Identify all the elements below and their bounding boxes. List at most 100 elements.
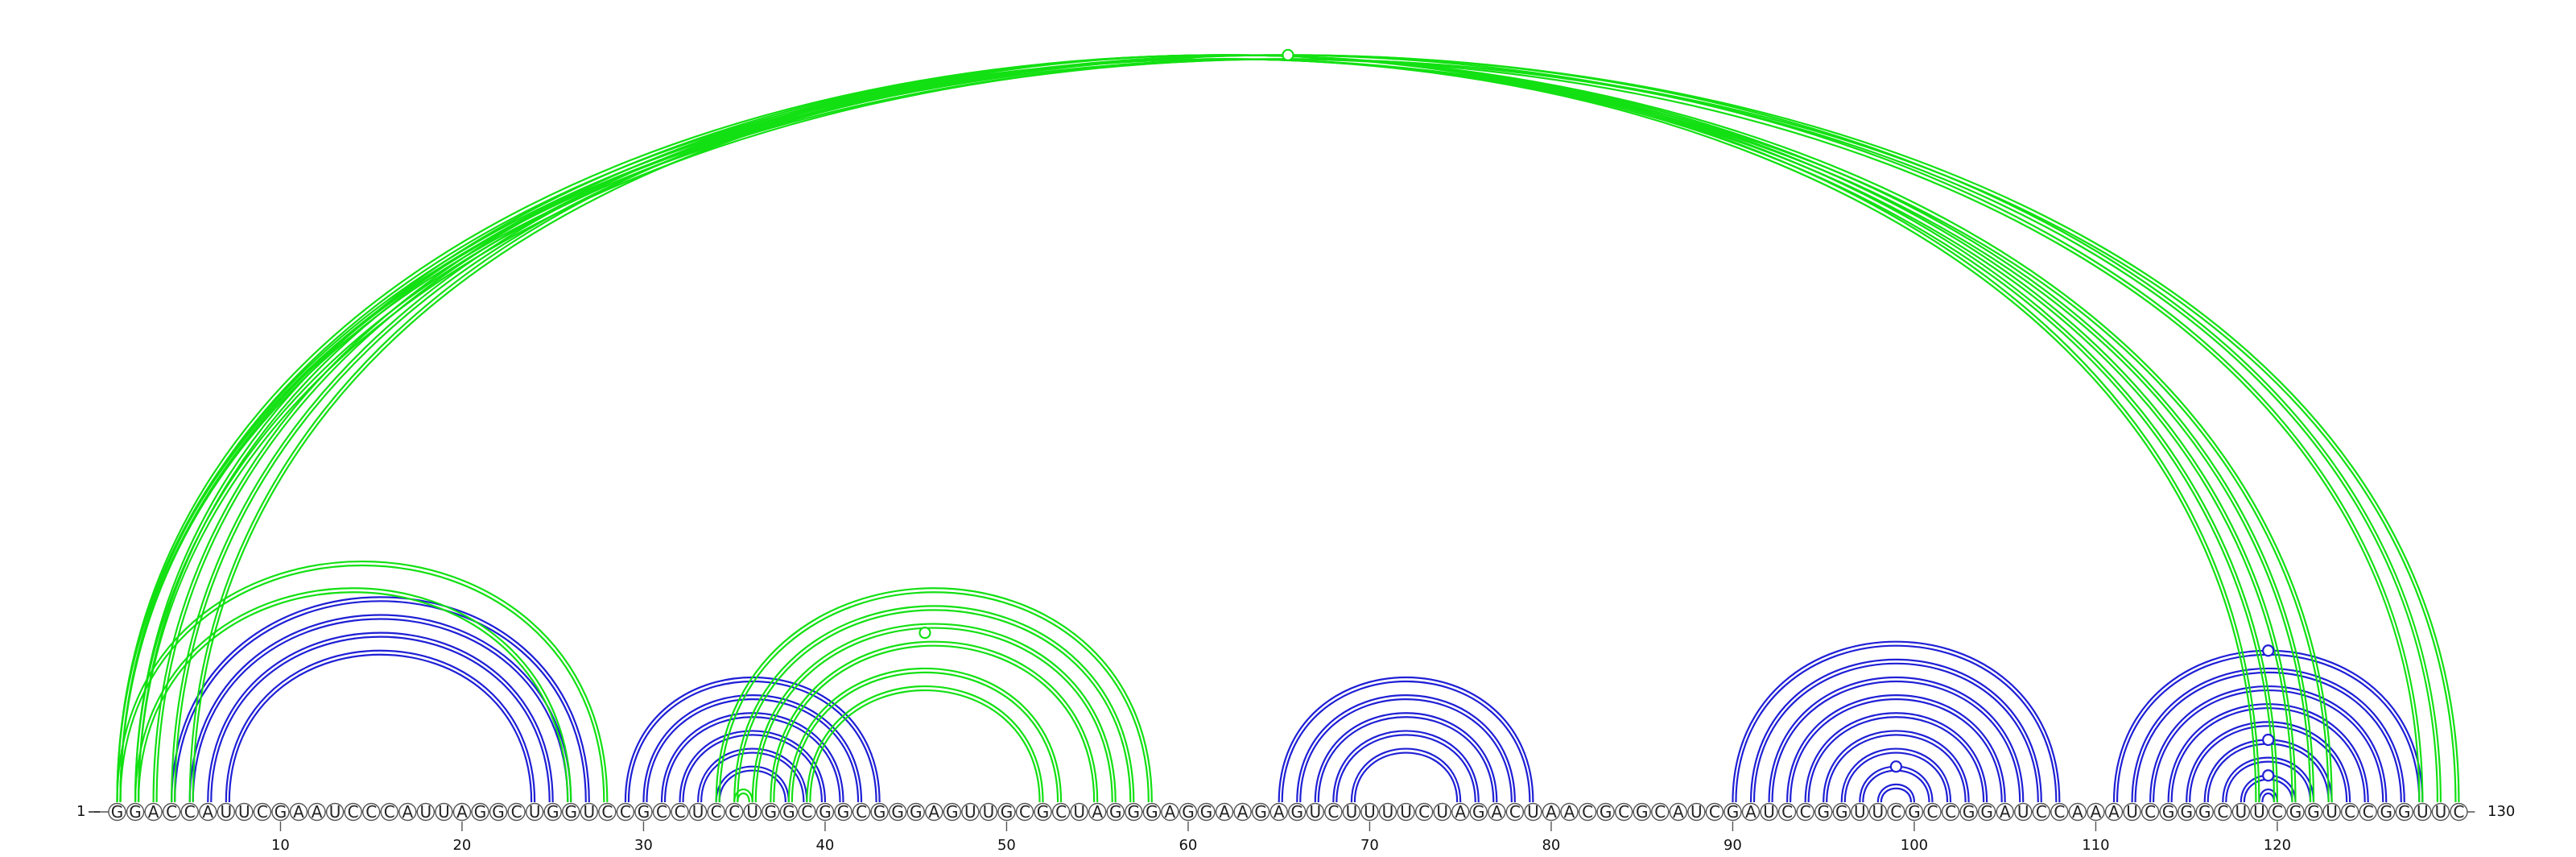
nucleotide-letter: U [583, 802, 595, 822]
base-pair-arc [138, 592, 568, 802]
nucleotide: G [2178, 802, 2195, 822]
nucleotide-letter: A [1673, 802, 1684, 822]
nucleotide: G [2396, 802, 2413, 822]
nucleotide: C [654, 802, 671, 822]
nucleotide-letter: U [2235, 802, 2248, 822]
nucleotide-letter: C [2363, 802, 2374, 822]
nucleotide: U [580, 802, 597, 822]
nucleotide-letter: A [2091, 802, 2102, 822]
nucleotide: G [109, 802, 126, 822]
nucleotide-letter: A [2072, 802, 2083, 822]
nucleotide: G [762, 802, 779, 822]
nucleotide-letter: C [1618, 802, 1629, 822]
base-pair-arc [190, 615, 572, 802]
nucleotide: G [2287, 802, 2304, 822]
nucleotide-letter: A [1274, 802, 1285, 822]
nucleotide: C [363, 802, 380, 822]
arc-apex-marker [2263, 735, 2273, 745]
tick-label: 20 [452, 837, 471, 854]
nucleotide-letter: G [1835, 802, 1848, 822]
nucleotide-letter: G [275, 802, 287, 822]
nucleotide-letter: G [946, 802, 959, 822]
nucleotide: U [2124, 802, 2140, 822]
nucleotide-letter: C [2344, 802, 2355, 822]
base-pair-arc [1736, 646, 2056, 802]
nucleotide: G [472, 802, 489, 822]
nucleotide-letter: U [1854, 802, 1866, 822]
nucleotide-letter: G [2289, 802, 2302, 822]
nucleotide-letter: C [384, 802, 395, 822]
nucleotide-letter: C [801, 802, 812, 822]
nucleotide: G [1034, 802, 1051, 822]
base-pair-arc [1863, 771, 1929, 802]
nucleotide: C [1706, 802, 1723, 822]
nucleotide: U [236, 802, 253, 822]
nucleotide-letter: C [1327, 802, 1339, 822]
nucleotide-letter: G [1727, 802, 1740, 822]
nucleotide: C [799, 802, 815, 822]
nucleotide-letter: G [1908, 802, 1921, 822]
nucleotide-letter: A [402, 802, 413, 822]
tick-label: 100 [1901, 837, 1928, 854]
nucleotide-letter: C [511, 802, 522, 822]
nucleotide: A [1670, 802, 1686, 822]
base-pair-arc [121, 59, 2456, 802]
nucleotide-letter: G [2307, 802, 2320, 822]
nucleotide: G [1107, 802, 1124, 822]
base-pair-arc [171, 597, 589, 802]
nucleotide: G [1905, 802, 1922, 822]
start-index-label: 1 [76, 803, 85, 820]
nucleotide: G [1633, 802, 1650, 822]
base-pair-arc [135, 55, 2441, 802]
nucleotide: A [1996, 802, 2013, 822]
nucleotide-letter: U [2017, 802, 2029, 822]
nucleotide: G [1960, 802, 1977, 822]
nucleotide: A [926, 802, 943, 822]
nucleotide-letter: A [456, 802, 468, 822]
nucleotide-letter: G [2398, 802, 2411, 822]
nucleotide-letter: G [492, 802, 505, 822]
nucleotide-letter: G [891, 802, 904, 822]
base-pair-arc [226, 651, 535, 802]
arc-apex-marker [2263, 770, 2273, 780]
tick-label: 90 [1724, 837, 1742, 854]
nucleotide: C [1579, 802, 1596, 822]
nucleotide: G [871, 802, 888, 822]
nucleotide: G [490, 802, 507, 822]
nucleotide: G [544, 802, 561, 822]
nucleotide-letter: C [1654, 802, 1666, 822]
nucleotide-letter: C [2054, 802, 2065, 822]
nucleotide-letter: G [819, 802, 832, 822]
nucleotide: G [127, 802, 144, 822]
nucleotide-letter: A [202, 802, 213, 822]
nucleotide-letter: C [365, 802, 377, 822]
nucleotide-letter: U [1527, 802, 1539, 822]
nucleotide-letter: G [1963, 802, 1975, 822]
nucleotide: U [417, 802, 434, 822]
nucleotide: U [2432, 802, 2449, 822]
nucleotide: C [163, 802, 180, 822]
nucleotide: A [200, 802, 217, 822]
nucleotide: C [1416, 802, 1433, 822]
nucleotide-letter: G [1128, 802, 1141, 822]
nucleotide: G [563, 802, 580, 822]
nucleotide: U [962, 802, 979, 822]
nucleotide-letter: A [2000, 802, 2011, 822]
nucleotide-letter: C [348, 802, 359, 822]
nucleotide: U [1380, 802, 1397, 822]
base-pair-arc [1300, 699, 1512, 802]
nucleotide-letter: A [1455, 802, 1466, 822]
nucleotide: C [1924, 802, 1941, 822]
nucleotide: U [1397, 802, 1414, 822]
nucleotide: A [1234, 802, 1251, 822]
tick-label: 70 [1360, 837, 1379, 854]
nucleotide-letter: A [1564, 802, 1575, 822]
base-pair-arc [716, 588, 1152, 802]
base-pair-arc [190, 55, 2260, 802]
tick-label: 80 [1542, 837, 1560, 854]
base-pair-arc [1754, 664, 2038, 802]
nucleotide: U [1761, 802, 1777, 822]
nucleotide-letter: C [257, 802, 268, 822]
nucleotide: A [308, 802, 325, 822]
